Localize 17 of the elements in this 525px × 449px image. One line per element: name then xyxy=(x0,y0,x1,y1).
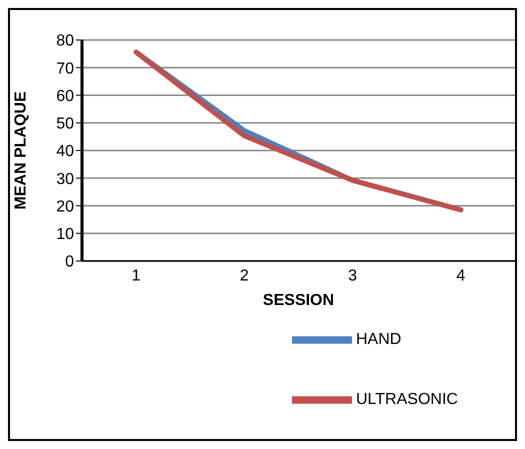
legend-label: ULTRASONIC xyxy=(356,391,458,408)
y-axis-title: MEAN PLAQUE xyxy=(12,91,30,210)
x-tick-label: 3 xyxy=(348,267,358,284)
x-axis-title: SESSION xyxy=(262,292,334,309)
y-tick-label: 80 xyxy=(56,32,74,50)
y-tick-label: 60 xyxy=(56,88,74,105)
y-tick-label: 0 xyxy=(65,254,74,271)
x-tick-label: 2 xyxy=(240,267,249,284)
legend-label: HAND xyxy=(356,331,402,348)
y-tick-label: 70 xyxy=(56,60,74,78)
x-tick-label: 1 xyxy=(132,267,141,284)
y-tick-label: 10 xyxy=(56,226,74,244)
y-tick-label: 50 xyxy=(56,116,74,133)
y-tick-label: 20 xyxy=(56,198,74,216)
y-tick-label: 30 xyxy=(56,170,74,188)
x-tick-label: 4 xyxy=(456,267,466,284)
y-tick-label: 40 xyxy=(56,143,74,160)
